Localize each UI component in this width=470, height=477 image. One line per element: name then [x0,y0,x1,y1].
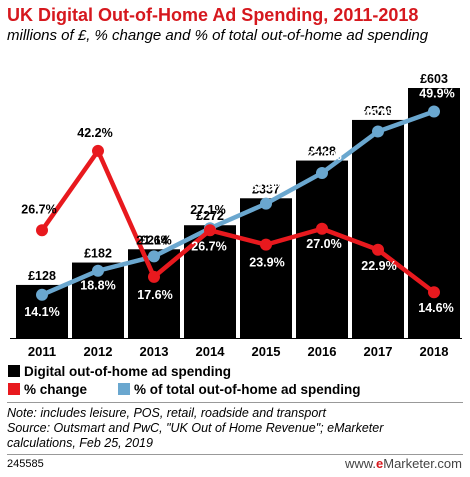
change-line [40,148,436,295]
change-label: 14.6% [418,301,453,315]
share-label: 18.8% [80,279,115,293]
change-label: 27.0% [306,237,341,251]
share-point [316,166,328,179]
change-point [428,286,440,299]
share-point [148,250,160,263]
bar-2017 [352,119,404,339]
share-point [92,264,104,277]
share-label: 31.9% [250,180,285,194]
change-label: 23.9% [249,256,284,270]
x-tick-label: 2015 [252,344,281,359]
legend-label-change: % change [24,382,88,397]
change-point [92,144,104,157]
bar-2015 [240,198,292,338]
divider-top [7,402,463,403]
change-label: 22.9% [361,259,396,273]
chart-subtitle: millions of £, % change and % of total o… [7,27,429,44]
share-label: 21.6% [136,233,171,247]
share-point [428,105,440,118]
change-point [204,224,216,237]
change-label: 42.2% [77,126,112,140]
brand-logo: www.eMarketer.com [344,456,462,471]
change-point [148,270,160,283]
bar-value-label: £182 [84,247,112,261]
bar-value-label: £128 [28,269,56,283]
source-line: Source: Outsmart and PwC, "UK Out of Hom… [7,421,384,435]
source-line-cont: calculations, Feb 25, 2019 [7,436,153,450]
change-point [36,224,48,237]
bar-value-label: £337 [252,182,280,196]
share-label: 14.1% [24,305,59,319]
change-point [372,243,384,256]
chart-notes: Note: includes leisure, POS, retail, roa… [7,406,463,451]
bar-value-label: £214 [140,233,168,247]
legend-swatch-share [118,383,130,395]
share-point [36,288,48,301]
change-label: 26.7% [21,202,56,216]
change-label: 17.6% [137,288,172,302]
share-label: 27.1% [190,203,225,217]
x-tick-label: 2016 [308,344,337,359]
x-tick-label: 2011 [28,344,56,359]
x-tick-label: 2013 [140,344,169,359]
bar-value-label: £526 [364,104,392,118]
chart: £128 £182 £214 £272 £337 £428 £526 £603 14.1% 18.… [8,72,462,397]
share-label: 37.9% [306,149,341,163]
legend-label-share: % of total out-of-home ad spending [134,382,360,397]
legend-swatch-spending [8,365,20,377]
divider-bottom [7,454,463,455]
change-label: 26.7% [191,239,226,253]
x-tick-label: 2018 [420,344,449,359]
change-point [316,222,328,235]
bar-value-label: £428 [308,145,336,159]
x-tick-label: 2014 [196,344,226,359]
share-point [260,197,272,210]
change-point [260,238,272,251]
share-point [372,125,384,138]
chart-title: UK Digital Out-of-Home Ad Spending, 2011… [7,5,419,25]
x-tick-label: 2017 [364,344,393,359]
legend-label-spending: Digital out-of-home ad spending [24,364,231,379]
share-label: 46.0% [363,106,398,120]
chart-id: 245585 [7,458,44,470]
x-tick-label: 2012 [84,344,113,359]
share-line [41,109,435,297]
share-label: 49.9% [419,87,454,101]
bar-value-label: £603 [420,72,448,86]
bar-value-label: £272 [196,209,224,223]
bar-2016 [296,160,348,338]
note-line: Note: includes leisure, POS, retail, roa… [7,406,326,420]
legend-swatch-change [8,383,20,395]
